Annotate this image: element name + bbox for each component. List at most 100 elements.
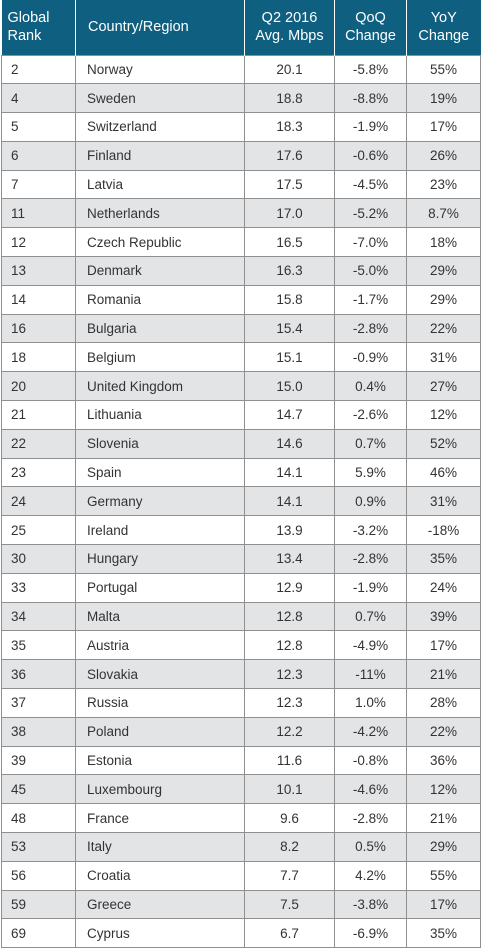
yoy-change-cell: 46% <box>406 457 481 488</box>
table-row: 2 Norway 20.1 -5.8% 55% <box>1 54 481 85</box>
table-row: 14 Romania 15.8 -1.7% 29% <box>1 284 481 315</box>
rank-cell: 25 <box>1 515 76 546</box>
rank-cell: 4 <box>1 83 76 114</box>
table-row: 12 Czech Republic 16.5 -7.0% 18% <box>1 227 481 258</box>
yoy-change-cell: 35% <box>406 544 481 574</box>
avg-speed-cell: 17.6 <box>244 140 335 171</box>
qoq-change-cell: -5.0% <box>334 256 407 286</box>
country-cell: Switzerland <box>75 112 245 142</box>
avg-speed-cell: 9.6 <box>244 803 335 834</box>
avg-speed-cell: 11.6 <box>244 745 335 776</box>
qoq-change-cell: -4.9% <box>334 630 407 661</box>
table-row: 34 Malta 12.8 0.7% 39% <box>1 601 481 632</box>
country-cell: Malta <box>75 601 245 632</box>
country-cell: Italy <box>75 832 245 862</box>
rank-cell: 39 <box>1 745 76 776</box>
country-cell: France <box>75 803 245 834</box>
country-cell: Romania <box>75 284 245 315</box>
yoy-change-cell: 17% <box>406 630 481 661</box>
yoy-change-cell: 28% <box>406 688 481 718</box>
rank-cell: 59 <box>1 889 76 920</box>
avg-speed-cell: 14.6 <box>244 428 335 459</box>
qoq-change-cell: 0.5% <box>334 832 407 862</box>
qoq-change-cell: -1.7% <box>334 284 407 315</box>
table-row: 35 Austria 12.8 -4.9% 17% <box>1 630 481 661</box>
table-row: 6 Finland 17.6 -0.6% 26% <box>1 140 481 171</box>
yoy-change-cell: 31% <box>406 486 481 517</box>
avg-speed-cell: 10.1 <box>244 774 335 805</box>
yoy-change-cell: 55% <box>406 54 481 85</box>
rank-cell: 56 <box>1 860 76 891</box>
avg-speed-cell: 12.9 <box>244 572 335 603</box>
table-row: 37 Russia 12.3 1.0% 28% <box>1 688 481 718</box>
header-qoq-change: QoQ Change <box>334 0 407 55</box>
yoy-change-cell: 52% <box>406 428 481 459</box>
table-row: 18 Belgium 15.1 -0.9% 31% <box>1 342 481 373</box>
yoy-change-cell: 12% <box>406 774 481 805</box>
qoq-change-cell: -7.0% <box>334 227 407 258</box>
qoq-change-cell: 0.9% <box>334 486 407 517</box>
qoq-change-cell: -1.9% <box>334 112 407 142</box>
rank-cell: 5 <box>1 112 76 142</box>
country-cell: Hungary <box>75 544 245 574</box>
rank-cell: 69 <box>1 918 76 948</box>
avg-speed-cell: 12.3 <box>244 659 335 690</box>
country-cell: Denmark <box>75 256 245 286</box>
table-row: 39 Estonia 11.6 -0.8% 36% <box>1 745 481 776</box>
qoq-change-cell: 0.7% <box>334 601 407 632</box>
rank-cell: 33 <box>1 572 76 603</box>
qoq-change-cell: -2.6% <box>334 400 407 430</box>
rank-cell: 24 <box>1 486 76 517</box>
table-row: 23 Spain 14.1 5.9% 46% <box>1 457 481 488</box>
rank-cell: 53 <box>1 832 76 862</box>
country-cell: Finland <box>75 140 245 171</box>
qoq-change-cell: -8.8% <box>334 83 407 114</box>
qoq-change-cell: -6.9% <box>334 918 407 948</box>
avg-speed-cell: 15.0 <box>244 371 335 402</box>
avg-speed-cell: 7.5 <box>244 889 335 920</box>
country-cell: Bulgaria <box>75 313 245 344</box>
table-row: 53 Italy 8.2 0.5% 29% <box>1 832 481 862</box>
table-row: 33 Portugal 12.9 -1.9% 24% <box>1 572 481 603</box>
qoq-change-cell: 0.7% <box>334 428 407 459</box>
avg-speed-cell: 7.7 <box>244 860 335 891</box>
table-body: 2 Norway 20.1 -5.8% 55% 4 Sweden 18.8 -8.8% 19% 5 S… <box>1 54 481 948</box>
country-cell: Portugal <box>75 572 245 603</box>
avg-speed-cell: 12.2 <box>244 716 335 747</box>
avg-speed-cell: 6.7 <box>244 918 335 948</box>
rank-cell: 18 <box>1 342 76 373</box>
yoy-change-cell: 24% <box>406 572 481 603</box>
qoq-change-cell: -0.8% <box>334 745 407 776</box>
qoq-change-cell: -2.8% <box>334 544 407 574</box>
table-row: 4 Sweden 18.8 -8.8% 19% <box>1 83 481 114</box>
avg-speed-cell: 12.8 <box>244 601 335 632</box>
rank-cell: 30 <box>1 544 76 574</box>
qoq-change-cell: -2.8% <box>334 803 407 834</box>
header-country: Country/Region <box>75 0 245 55</box>
qoq-change-cell: 5.9% <box>334 457 407 488</box>
rank-cell: 2 <box>1 54 76 85</box>
rank-cell: 21 <box>1 400 76 430</box>
yoy-change-cell: 35% <box>406 918 481 948</box>
yoy-change-cell: 39% <box>406 601 481 632</box>
yoy-change-cell: 21% <box>406 659 481 690</box>
country-cell: Slovakia <box>75 659 245 690</box>
country-cell: Lithuania <box>75 400 245 430</box>
yoy-change-cell: -18% <box>406 515 481 546</box>
rank-cell: 7 <box>1 169 76 200</box>
avg-speed-cell: 14.1 <box>244 457 335 488</box>
avg-speed-cell: 18.3 <box>244 112 335 142</box>
rank-cell: 23 <box>1 457 76 488</box>
yoy-change-cell: 17% <box>406 112 481 142</box>
table-row: 69 Cyprus 6.7 -6.9% 35% <box>1 918 481 948</box>
rank-cell: 45 <box>1 774 76 805</box>
country-cell: Czech Republic <box>75 227 245 258</box>
avg-speed-cell: 13.4 <box>244 544 335 574</box>
rank-cell: 48 <box>1 803 76 834</box>
rank-cell: 37 <box>1 688 76 718</box>
table-row: 22 Slovenia 14.6 0.7% 52% <box>1 428 481 459</box>
avg-speed-cell: 12.8 <box>244 630 335 661</box>
rank-cell: 16 <box>1 313 76 344</box>
yoy-change-cell: 36% <box>406 745 481 776</box>
qoq-change-cell: -3.2% <box>334 515 407 546</box>
